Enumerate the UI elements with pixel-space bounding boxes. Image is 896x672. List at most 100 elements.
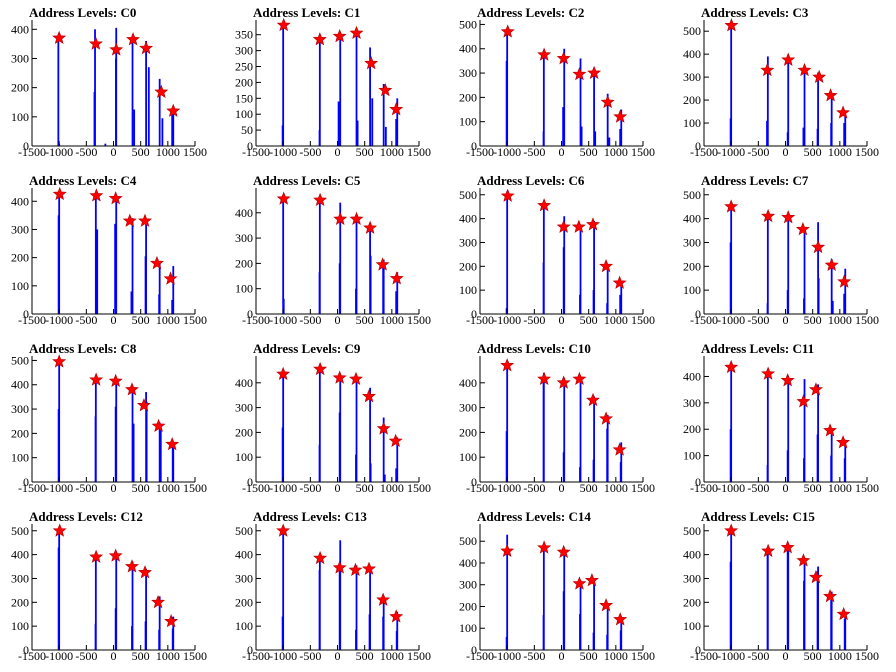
- bar: [766, 464, 769, 482]
- bar: [355, 377, 358, 482]
- bar: [606, 303, 609, 314]
- star-marker: [108, 548, 123, 562]
- star-marker: [362, 389, 376, 403]
- y-tick-label: 300: [683, 571, 701, 585]
- bar: [337, 101, 340, 146]
- bar: [830, 455, 833, 482]
- x-tick-label: -500: [75, 313, 97, 327]
- y-tick-label: 200: [459, 90, 477, 104]
- star-marker: [812, 69, 827, 84]
- bar: [318, 39, 321, 146]
- star-marker: [332, 560, 347, 574]
- y-tick-label: 100: [11, 279, 29, 293]
- y-tick-label: 350: [235, 28, 253, 42]
- x-tick-label: 1000: [604, 313, 628, 327]
- bar: [505, 636, 508, 650]
- star-marker: [52, 30, 67, 44]
- bar: [542, 615, 545, 650]
- x-tick-label: -500: [75, 649, 97, 663]
- bar: [766, 56, 769, 146]
- star-marker: [586, 392, 600, 407]
- bar: [592, 459, 595, 482]
- star-marker: [808, 382, 823, 396]
- bar: [766, 369, 769, 482]
- x-tick-label: -1000: [493, 649, 521, 663]
- star-marker: [166, 103, 181, 117]
- x-tick-label: 1000: [156, 145, 180, 159]
- star-marker: [612, 275, 627, 289]
- x-tick-label: -1500: [242, 649, 270, 663]
- x-tick-label: 0: [111, 481, 117, 495]
- x-tick-label: 500: [804, 313, 822, 327]
- bar: [395, 630, 398, 650]
- bar: [619, 630, 622, 650]
- chart-title: Address Levels: C7: [701, 173, 809, 188]
- bar: [338, 571, 341, 650]
- bar: [355, 629, 357, 650]
- bar: [505, 60, 508, 146]
- x-tick-label: -1000: [45, 313, 73, 327]
- star-marker: [149, 255, 164, 270]
- bar: [158, 78, 161, 146]
- star-marker: [823, 589, 838, 603]
- chart-title: Address Levels: C14: [477, 509, 591, 524]
- x-tick-label: -1000: [717, 145, 745, 159]
- x-tick-label: -1000: [717, 649, 745, 663]
- x-tick-label: -1000: [45, 649, 73, 663]
- chart-panel-c12: Address Levels: C12 0 100 200 300 400 500 -1500…: [0, 504, 224, 672]
- y-tick-label: 100: [11, 110, 29, 124]
- x-tick-label: 500: [804, 145, 822, 159]
- x-tick-label: -500: [299, 649, 321, 663]
- x-tick-label: -500: [747, 313, 769, 327]
- star-marker: [599, 411, 614, 425]
- chart-panel-c13: Address Levels: C13 0 100 200 300 400 500 -1500…: [224, 504, 448, 672]
- bar: [132, 423, 135, 482]
- bar: [318, 570, 321, 650]
- y-tick-label: 100: [235, 450, 253, 464]
- star-marker: [781, 210, 796, 224]
- x-tick-label: -1500: [690, 481, 718, 495]
- x-tick-label: 1500: [407, 649, 431, 663]
- bar: [158, 596, 161, 650]
- bar: [844, 268, 847, 314]
- x-tick-label: -1500: [18, 649, 46, 663]
- star-marker: [164, 614, 179, 628]
- star-marker: [760, 62, 775, 77]
- y-tick-label: 400: [235, 376, 253, 390]
- chart-panel-c15: Address Levels: C15 0 100 200 300 400 500 -1500…: [672, 504, 896, 672]
- y-tick-label: 500: [459, 17, 477, 31]
- x-tick-label: 0: [111, 313, 117, 327]
- bar: [158, 261, 161, 314]
- x-tick-label: -1500: [466, 145, 494, 159]
- bar: [355, 33, 358, 146]
- y-tick-label: 100: [459, 621, 477, 635]
- star-marker: [599, 598, 614, 612]
- bar: [803, 458, 805, 482]
- chart-svg: Address Levels: C10 0 100 200 300 400 -1500 -10…: [459, 341, 655, 495]
- star-marker: [52, 523, 67, 537]
- bar: [382, 616, 385, 650]
- bar: [369, 567, 371, 650]
- y-tick-label: 300: [683, 235, 701, 249]
- bar: [355, 565, 358, 650]
- bar: [131, 388, 134, 482]
- bar: [145, 568, 147, 650]
- y-tick-label: 200: [683, 595, 701, 609]
- bar: [803, 580, 805, 650]
- bar: [104, 143, 107, 146]
- bar: [766, 215, 769, 314]
- x-tick-label: -1500: [18, 313, 46, 327]
- y-tick-label: 400: [459, 556, 477, 570]
- bar: [57, 36, 60, 147]
- x-tick-label: 500: [580, 313, 598, 327]
- x-tick-label: 1500: [855, 649, 879, 663]
- star-marker: [139, 40, 154, 55]
- star-marker: [836, 435, 851, 449]
- y-tick-label: 0: [23, 475, 29, 489]
- star-marker: [572, 66, 587, 81]
- chart-title: Address Levels: C8: [29, 341, 137, 356]
- y-tick-label: 200: [459, 259, 477, 273]
- star-marker: [89, 549, 104, 563]
- chart-svg: Address Levels: C60100200300400500-1500-…: [459, 173, 655, 327]
